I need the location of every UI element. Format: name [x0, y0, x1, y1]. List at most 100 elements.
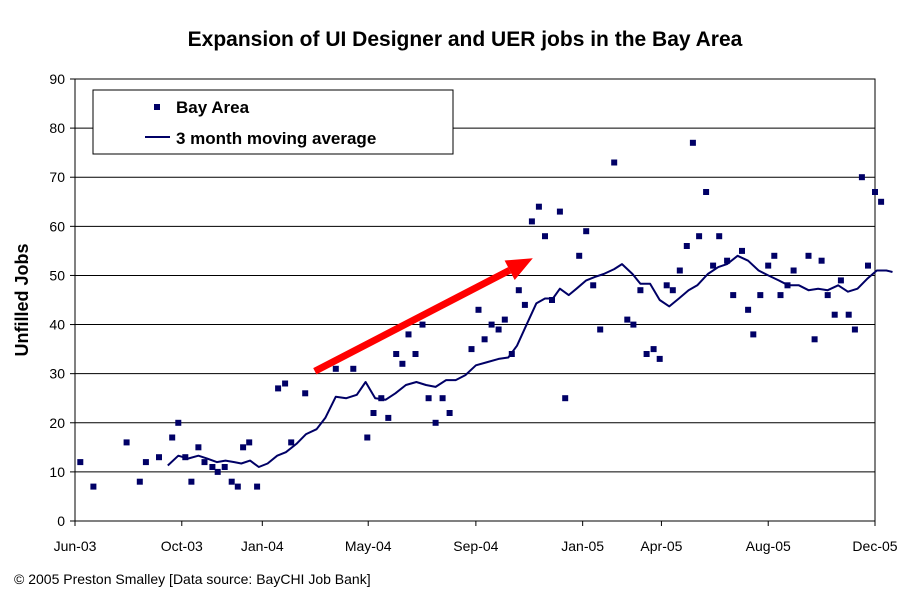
data-point — [488, 321, 495, 328]
data-point — [703, 189, 710, 195]
data-point — [624, 316, 631, 323]
data-point — [663, 282, 670, 289]
x-tick-label: Jun-03 — [54, 538, 97, 554]
x-tick-label: Sep-04 — [453, 538, 498, 554]
data-point — [209, 464, 216, 470]
data-point — [696, 233, 703, 240]
data-point — [419, 321, 426, 328]
gridlines — [75, 127, 875, 473]
data-point — [818, 257, 825, 264]
arrow-shaft — [313, 267, 512, 375]
data-point — [515, 287, 522, 294]
data-point — [865, 262, 871, 269]
data-point — [282, 380, 289, 387]
y-axis-ticks: 0 10 20 30 40 50 60 70 80 90 — [49, 71, 75, 529]
data-point — [254, 483, 261, 490]
data-point — [845, 311, 852, 318]
data-point — [77, 459, 84, 466]
data-point — [425, 395, 432, 402]
data-point — [683, 243, 690, 249]
data-point — [590, 282, 597, 289]
legend-label-moving-average: 3 month moving average — [176, 129, 376, 148]
data-point — [378, 395, 385, 402]
data-point — [405, 331, 412, 338]
y-tick-label: 20 — [49, 415, 65, 431]
data-point — [521, 301, 528, 308]
data-point — [385, 414, 392, 421]
data-point — [528, 218, 535, 225]
data-point — [399, 360, 406, 367]
y-tick-label: 80 — [49, 120, 65, 136]
data-point — [240, 444, 247, 451]
data-point — [630, 321, 637, 328]
data-point — [495, 326, 502, 333]
x-tick-label: Apr-05 — [640, 538, 682, 554]
data-point — [851, 326, 858, 333]
data-point — [750, 331, 757, 338]
data-point — [142, 459, 149, 466]
data-point — [446, 410, 453, 416]
data-point — [501, 316, 508, 323]
data-point — [350, 365, 357, 372]
data-point — [872, 189, 878, 195]
legend-label-bay-area: Bay Area — [176, 98, 250, 117]
data-point — [597, 326, 604, 333]
y-tick-label: 60 — [49, 218, 65, 234]
data-point — [716, 233, 723, 240]
arrow-head — [504, 258, 533, 280]
plot-area — [74, 78, 893, 522]
data-point — [858, 174, 865, 181]
y-axis-label: Unfilled Jobs — [12, 243, 32, 356]
data-point — [656, 355, 663, 362]
data-point — [246, 439, 253, 446]
x-tick-label: May-04 — [345, 538, 392, 554]
data-point — [288, 439, 295, 446]
x-tick-label: Oct-03 — [161, 538, 203, 554]
x-axis-ticks: Jun-03 Oct-03 Jan-04 May-04 Sep-04 Jan-05 Apr-… — [54, 521, 898, 554]
data-point — [549, 297, 555, 303]
data-point — [412, 351, 419, 357]
data-point — [432, 419, 439, 426]
data-point — [757, 292, 764, 299]
data-point — [364, 434, 371, 441]
data-point — [123, 439, 130, 446]
data-point — [228, 478, 235, 485]
data-point — [837, 277, 844, 284]
data-point — [765, 262, 772, 269]
data-point — [637, 287, 644, 294]
y-tick-label: 70 — [49, 169, 65, 185]
data-point — [370, 410, 377, 416]
data-point — [481, 336, 488, 343]
data-point — [214, 468, 221, 475]
data-point — [439, 395, 446, 402]
data-point — [542, 233, 548, 240]
moving-average-series — [167, 254, 893, 468]
data-point — [302, 390, 309, 397]
legend-marker-bay-area — [154, 104, 160, 110]
chart-title: Expansion of UI Designer and UER jobs in… — [188, 28, 743, 51]
y-tick-label: 90 — [49, 71, 65, 87]
data-point — [275, 385, 282, 392]
data-point — [535, 203, 542, 210]
y-tick-label: 40 — [49, 317, 65, 333]
moving-average-line — [167, 254, 893, 468]
data-point — [475, 306, 482, 313]
x-tick-label: Dec-05 — [852, 538, 897, 554]
x-tick-label: Jan-04 — [241, 538, 284, 554]
data-point — [650, 346, 657, 353]
y-tick-label: 50 — [49, 267, 65, 283]
data-point — [643, 351, 650, 357]
credit-line: © 2005 Preston Smalley [Data source: Bay… — [14, 571, 371, 587]
y-tick-label: 0 — [57, 513, 65, 529]
data-point — [468, 346, 475, 353]
data-point — [195, 444, 202, 451]
data-point — [169, 434, 176, 441]
plot-frame — [74, 78, 876, 522]
data-point — [583, 228, 590, 235]
data-point — [201, 459, 208, 466]
y-tick-label: 30 — [49, 366, 65, 382]
legend-box — [92, 89, 454, 155]
data-point — [188, 478, 195, 485]
data-point — [710, 262, 717, 269]
